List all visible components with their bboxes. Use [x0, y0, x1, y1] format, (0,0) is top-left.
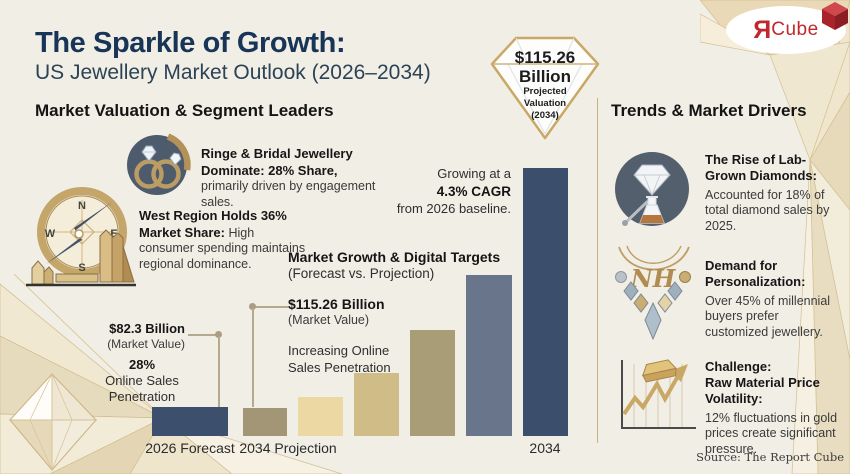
badge-caption-3: (2034): [531, 110, 559, 122]
bar-2034-final: [523, 168, 568, 436]
trend-lab-grown-body: Accounted for 18% of total diamond sales…: [705, 187, 830, 233]
cagr-line1: Growing at a: [437, 166, 511, 181]
west-region-body: High consumer spending maintains regiona…: [139, 225, 306, 271]
bar-2034-projection: [243, 408, 287, 436]
annotation-82b: $82.3 Billion (Market Value) 28% Online …: [40, 321, 185, 406]
trend-volatility-body: 12% fluctuations in gold prices create s…: [705, 410, 838, 456]
chart-title: Market Growth & Digital Targets (Forecas…: [288, 249, 528, 283]
connector-115b-dot: [249, 303, 256, 310]
bar-2026-forecast: [152, 407, 228, 436]
badge-value: $115.26: [514, 48, 576, 67]
annotation-115b: $115.26 Billion (Market Value): [288, 296, 448, 329]
online-pct-value: 28%: [128, 356, 156, 372]
x-label-2034: 2034: [529, 440, 561, 456]
west-region-bold: West Region Holds 36% Market Share:: [139, 208, 287, 240]
x-label-2034-projection: 2034 Projection: [239, 440, 337, 456]
annotation-115b-value: $115.26 Billion: [288, 296, 385, 312]
cagr-annotation: Growing at a 4.3% CAGR from 2026 baselin…: [381, 166, 511, 218]
bar-growth-step-4: [354, 373, 399, 436]
bar-growth-step-5: [410, 330, 455, 436]
west-region-text: West Region Holds 36% Market Share: High…: [139, 208, 307, 272]
lab-grown-diamond-icon: [615, 152, 689, 226]
rings-dominate-body: primarily driven by engagement sales.: [201, 179, 376, 209]
trend-lab-grown-title: The Rise of Lab- Grown Diamonds:: [705, 152, 817, 183]
corner-ornament-left: [0, 274, 343, 474]
trend-volatility-title: Challenge: Raw Material Price Volatility…: [705, 359, 820, 406]
trend-personalization-title: Demand for Personalization:: [705, 258, 806, 289]
connector-82b-horizontal: [188, 334, 219, 336]
trend-item-personalization: Demand for Personalization: Over 45% of …: [705, 258, 845, 340]
badge-unit: Billion: [519, 66, 571, 86]
bar-growth-step-6: [466, 275, 512, 436]
section-heading-left: Market Valuation & Segment Leaders: [35, 101, 334, 120]
badge-caption-1: Projected: [523, 86, 567, 98]
connector-115b-vertical: [252, 308, 254, 407]
necklace-icon: NH: [615, 245, 691, 341]
connector-115b-horizontal: [255, 306, 288, 308]
chart-title-bold: Market Growth & Digital Targets: [288, 249, 501, 265]
compass-n: N: [78, 200, 86, 212]
rings-dominate-text: Ringe & Bridal Jewellery Dominate: 28% S…: [201, 146, 379, 210]
page-subtitle: US Jewellery Market Outlook (2026–2034): [35, 61, 431, 84]
source-credit: Source: The Report Cube: [696, 450, 844, 464]
compass-e: E: [110, 228, 117, 240]
cagr-line2: 4.3% CAGR: [436, 183, 511, 199]
compass-w: W: [45, 228, 56, 240]
diamond-badge-icon: [490, 36, 600, 140]
section-divider: [597, 98, 598, 443]
x-label-2026: 2026 Forecast: [145, 440, 235, 456]
cagr-line3: from 2026 baseline.: [396, 200, 511, 216]
cube-icon: [822, 2, 848, 30]
rings-dominate-bold: Ringe & Bridal Jewellery Dominate: 28% S…: [201, 146, 353, 178]
online-penetration-note: Increasing Online Sales Penetration: [288, 343, 391, 375]
online-pct-block: 28% Online Sales Penetration: [99, 357, 185, 406]
compass-icon: N E S W: [26, 187, 136, 287]
online-pct-label: Online Sales Penetration: [105, 372, 179, 405]
brand-logo: Я Cube: [726, 2, 848, 54]
page-title: The Sparkle of Growth:: [35, 27, 346, 59]
trend-item-lab-grown: The Rise of Lab- Grown Diamonds: Account…: [705, 152, 845, 234]
trend-personalization-body: Over 45% of millennial buyers prefer cus…: [705, 293, 831, 339]
connector-82b-vertical: [218, 336, 220, 407]
brand-name: Cube: [771, 19, 819, 40]
chart-title-sub: (Forecast vs. Projection): [288, 266, 435, 281]
bar-growth-step-3: [298, 397, 343, 436]
badge-text: $115.26 Billion Projected Valuation (203…: [478, 48, 612, 122]
badge-caption-2: Valuation: [523, 98, 567, 110]
annotation-82b-value: $82.3 Billion: [109, 321, 185, 336]
brand-letter: Я: [753, 15, 772, 44]
necklace-monogram: NH: [630, 264, 677, 293]
compass-s: S: [78, 262, 85, 274]
wedding-rings-icon: [127, 133, 191, 195]
annotation-115b-sub: (Market Value): [288, 313, 370, 328]
section-heading-right: Trends & Market Drivers: [611, 101, 807, 120]
connector-82b-dot: [215, 331, 222, 338]
trend-item-volatility: Challenge: Raw Material Price Volatility…: [705, 359, 845, 457]
annotation-82b-sub: (Market Value): [107, 337, 185, 352]
price-volatility-icon: [621, 359, 696, 429]
